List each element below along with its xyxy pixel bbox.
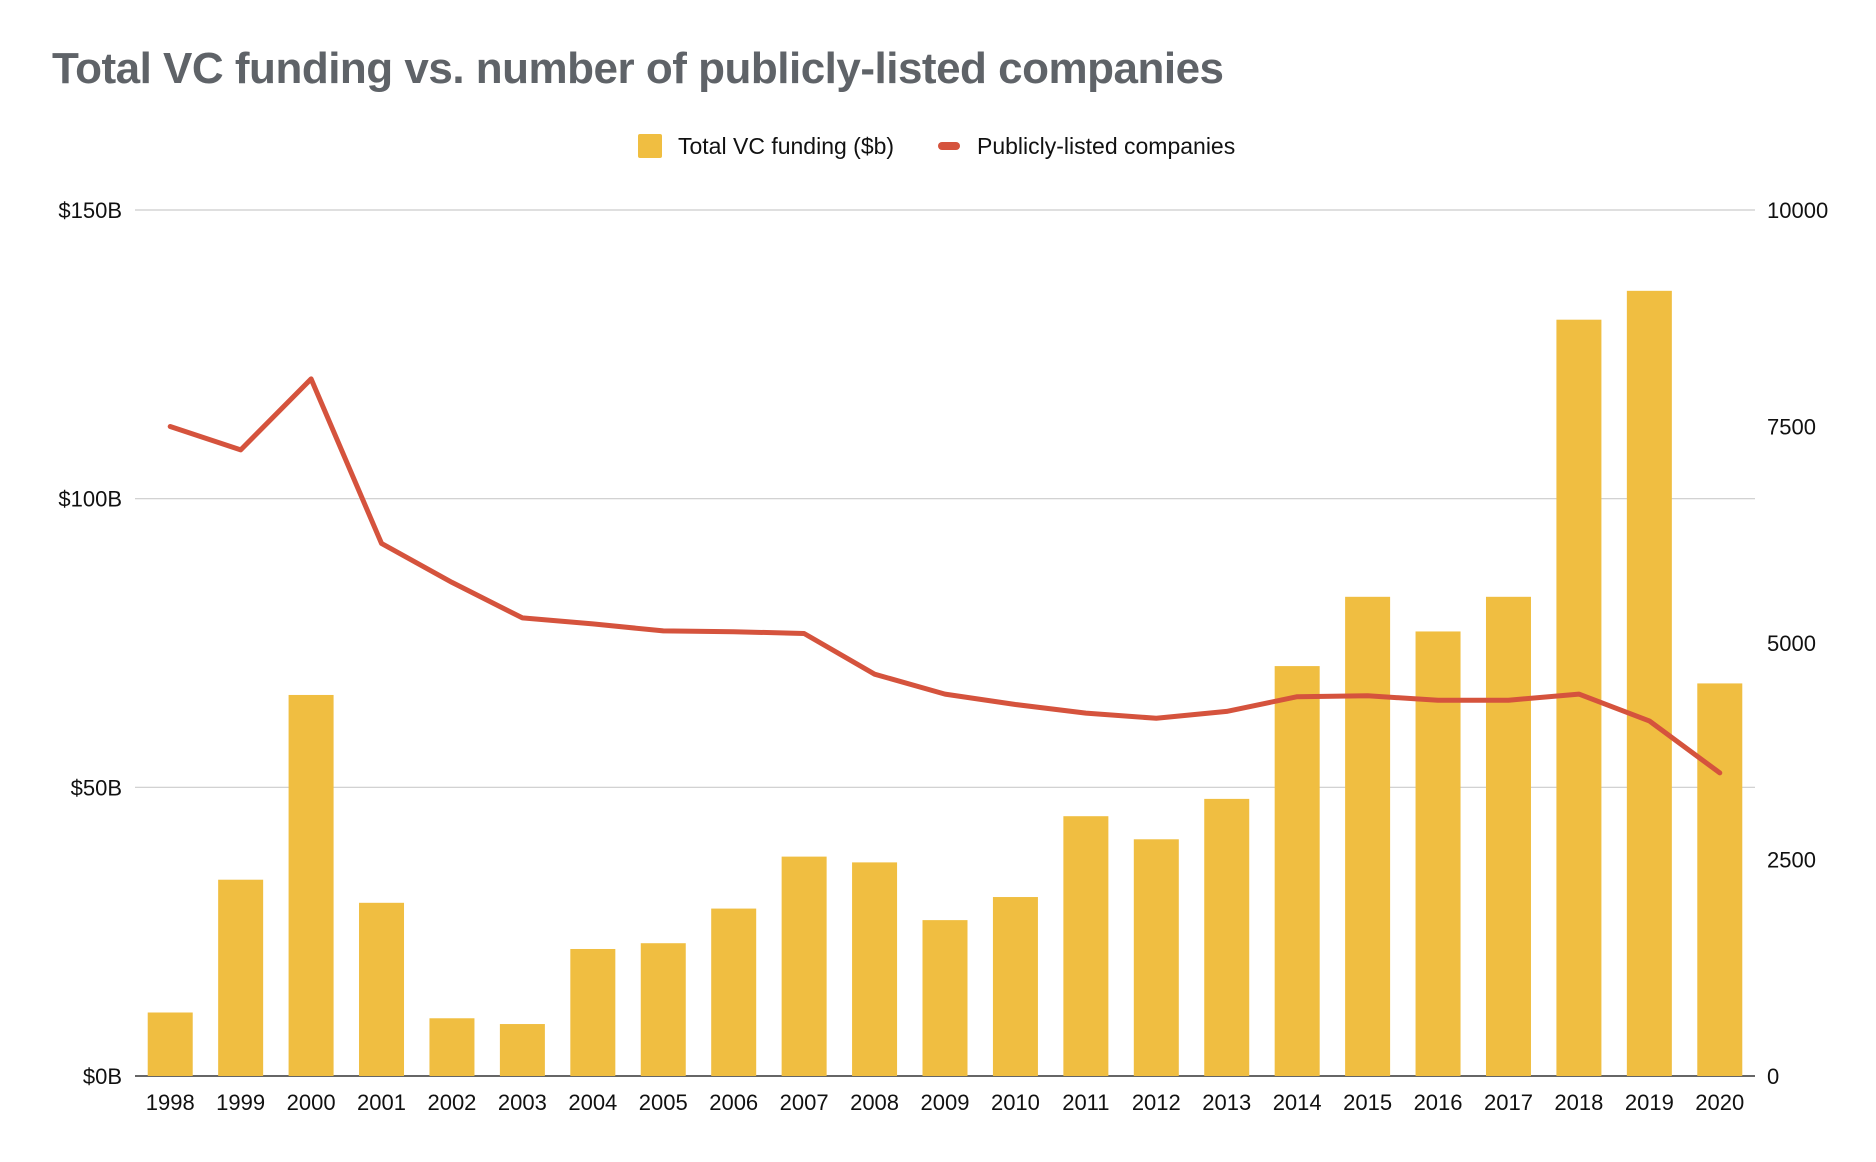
bar-2007 xyxy=(781,856,827,1076)
right-axis-tick-label: 10000 xyxy=(1767,198,1828,223)
x-tick-label-2004: 2004 xyxy=(568,1090,617,1115)
left-axis-tick-label: $100B xyxy=(58,487,122,512)
line-series-public-companies xyxy=(167,376,1723,776)
bar-2008 xyxy=(852,862,898,1076)
bar-2013 xyxy=(1204,798,1250,1076)
x-tick-label-2000: 2000 xyxy=(287,1090,336,1115)
left-axis-tick-label: $50B xyxy=(71,775,122,800)
bar-2000 xyxy=(288,694,334,1076)
x-tick-label-2001: 2001 xyxy=(357,1090,406,1115)
right-axis-tick-label: 0 xyxy=(1767,1064,1779,1089)
x-tick-label-2007: 2007 xyxy=(780,1090,829,1115)
bar-2017 xyxy=(1485,596,1531,1076)
bar-2010 xyxy=(992,897,1038,1076)
x-tick-label-2014: 2014 xyxy=(1273,1090,1322,1115)
x-tick-label-2006: 2006 xyxy=(709,1090,758,1115)
bar-2002 xyxy=(429,1018,475,1076)
bar-2015 xyxy=(1345,596,1391,1076)
bar-2005 xyxy=(640,943,686,1076)
right-axis-labels: 0 2500 5000 7500 10000 xyxy=(1767,198,1828,1089)
bar-1998 xyxy=(147,1012,193,1076)
x-tick-label-2003: 2003 xyxy=(498,1090,547,1115)
bar-2001 xyxy=(359,902,405,1076)
x-tick-label-2020: 2020 xyxy=(1695,1090,1744,1115)
right-axis-tick-label: 7500 xyxy=(1767,415,1816,440)
x-tick-label-2008: 2008 xyxy=(850,1090,899,1115)
x-tick-label-2013: 2013 xyxy=(1202,1090,1251,1115)
x-tick-label-2018: 2018 xyxy=(1554,1090,1603,1115)
bar-1999 xyxy=(218,879,264,1076)
x-axis-labels: 1998 1999 2000 2001 2002 2003 2004 2005 2006 2007… xyxy=(146,1090,1745,1115)
x-tick-label-2009: 2009 xyxy=(921,1090,970,1115)
right-axis-tick-label: 5000 xyxy=(1767,631,1816,656)
left-axis-tick-label: $0B xyxy=(83,1064,122,1089)
right-axis-tick-label: 2500 xyxy=(1767,848,1816,873)
bar-2006 xyxy=(711,908,757,1076)
bar-2004 xyxy=(570,948,616,1076)
bar-2009 xyxy=(922,920,968,1076)
x-tick-label-2010: 2010 xyxy=(991,1090,1040,1115)
x-tick-label-2005: 2005 xyxy=(639,1090,688,1115)
x-tick-label-2019: 2019 xyxy=(1625,1090,1674,1115)
legend-label-vc-funding: Total VC funding ($b) xyxy=(678,133,894,159)
bar-2011 xyxy=(1063,816,1109,1076)
bar-series-vc-funding xyxy=(147,290,1743,1076)
x-tick-label-1999: 1999 xyxy=(216,1090,265,1115)
x-tick-label-2016: 2016 xyxy=(1414,1090,1463,1115)
x-tick-label-1998: 1998 xyxy=(146,1090,195,1115)
chart-title: Total VC funding vs. number of publicly-… xyxy=(52,44,1224,93)
left-axis-tick-label: $150B xyxy=(58,198,122,223)
bar-2019 xyxy=(1626,290,1672,1076)
bar-2014 xyxy=(1274,666,1320,1076)
legend-label-public-companies: Publicly-listed companies xyxy=(977,133,1235,159)
bar-2016 xyxy=(1415,631,1461,1076)
bar-2020 xyxy=(1697,683,1743,1076)
x-tick-label-2011: 2011 xyxy=(1062,1090,1109,1115)
bar-2003 xyxy=(499,1024,545,1076)
bar-2012 xyxy=(1133,839,1179,1076)
legend: Total VC funding ($b) Publicly-listed com… xyxy=(638,133,1235,159)
legend-swatch-vc-funding xyxy=(638,134,662,158)
x-tick-label-2002: 2002 xyxy=(427,1090,476,1115)
legend-swatch-public-companies xyxy=(938,142,960,150)
x-tick-label-2015: 2015 xyxy=(1343,1090,1392,1115)
x-tick-label-2012: 2012 xyxy=(1132,1090,1181,1115)
left-axis-labels: $0B $50B $100B $150B xyxy=(58,198,122,1089)
x-tick-label-2017: 2017 xyxy=(1484,1090,1533,1115)
